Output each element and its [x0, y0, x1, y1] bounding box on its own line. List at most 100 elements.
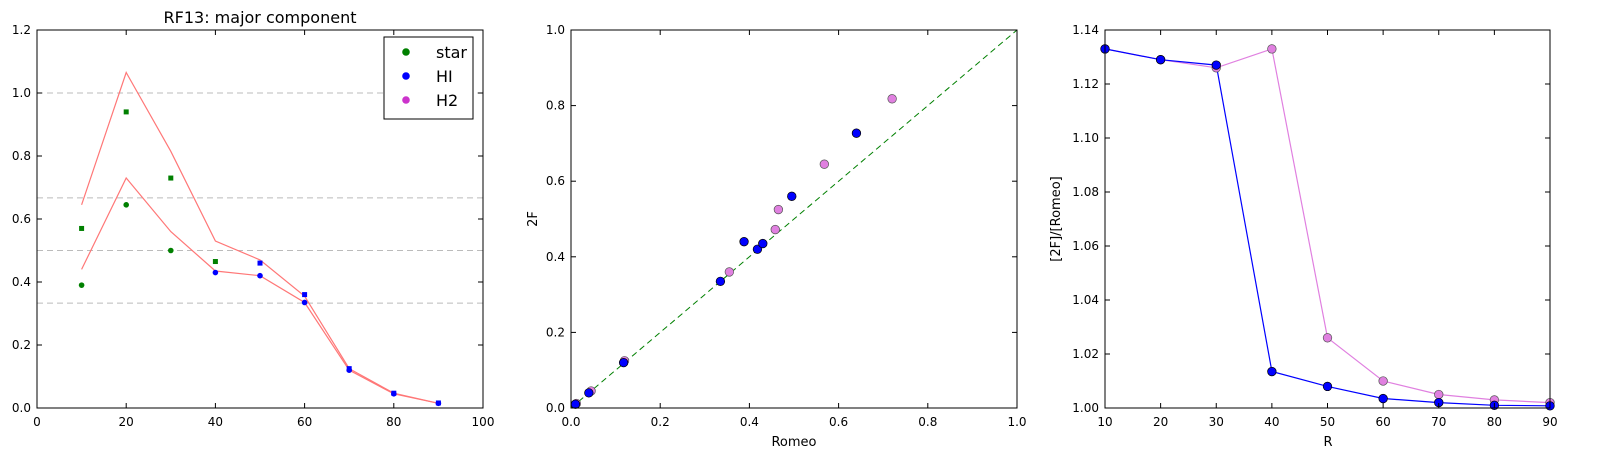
y-tick-label: 0.8	[546, 99, 565, 113]
legend-box	[383, 36, 474, 120]
x-tick-label: 1.0	[1007, 415, 1026, 429]
y-tick-label: 1.08	[1072, 185, 1099, 199]
data-point-h2	[1434, 389, 1444, 400]
data-point-star-circle	[168, 247, 174, 254]
data-point-star-square	[212, 259, 218, 265]
panel-ratio-vs-r: R [2F]/[Romeo] 10 20 30 40 50 60 70 80 90 1.00 1.0…	[1049, 23, 1558, 450]
y-tick-label: 0.2	[12, 338, 31, 352]
x-tick-label: 70	[1431, 415, 1446, 429]
y-axis-label-panel3: [2F]/[Romeo]	[1049, 176, 1064, 261]
chart-title-panel1: RF13: major component	[164, 8, 357, 27]
data-point-hi-square	[391, 390, 397, 396]
data-point-h2	[887, 94, 897, 104]
data-point-h2	[724, 267, 734, 277]
x-axis-label-panel2: Romeo	[771, 435, 816, 450]
data-point-h2	[1378, 376, 1388, 386]
legend-marker-star	[402, 48, 410, 56]
data-point-hi	[851, 128, 862, 138]
data-point-hi	[1267, 366, 1277, 377]
x-tick-label: 0.4	[740, 415, 759, 429]
data-point-hi	[570, 399, 581, 409]
x-tick-label: 10	[1097, 415, 1112, 429]
y-tick-label: 1.04	[1072, 293, 1099, 307]
x-tick-label: 30	[1209, 415, 1224, 429]
legend-marker-h2	[402, 96, 410, 104]
data-point-h2	[1267, 44, 1277, 54]
y-tick-label: 0.6	[546, 174, 565, 188]
x-axis-label-panel3: R	[1323, 435, 1332, 450]
x-tick-label: 100	[472, 415, 495, 429]
data-point-hi	[752, 244, 763, 254]
y-tick-label: 1.2	[12, 23, 31, 37]
legend-label-h2: H2	[436, 91, 458, 110]
x-tick-label: 40	[208, 415, 223, 429]
y-tick-label: 0.4	[12, 275, 31, 289]
data-point-star-square	[79, 225, 85, 231]
data-point-hi-square	[435, 400, 441, 406]
band-line	[81, 71, 439, 404]
identity-line	[570, 29, 1018, 409]
data-point-star-square	[168, 175, 174, 181]
y-tick-label: 1.02	[1072, 347, 1099, 361]
plot-frame	[1104, 29, 1551, 409]
y-tick-label: 1.12	[1072, 77, 1099, 91]
data-point-hi-square	[302, 292, 308, 298]
legend: star HI H2	[383, 36, 474, 120]
data-point-hi	[1378, 393, 1388, 404]
data-point-hi-square	[346, 366, 352, 372]
y-tick-label: 0.0	[546, 401, 565, 415]
panel-rf13-major-component: RF13: major component 0 20 40 60 80 100 0.0 0.2…	[12, 8, 495, 429]
x-tick-label: 0.2	[651, 415, 670, 429]
data-point-hi	[1211, 60, 1221, 70]
y-tick-label: 0.8	[12, 149, 31, 163]
y-tick-label: 1.14	[1072, 23, 1099, 37]
x-tick-label: 0	[33, 415, 41, 429]
data-point-star-circle	[78, 282, 85, 288]
x-tick-label: 20	[1153, 415, 1168, 429]
x-tick-label: 40	[1264, 415, 1279, 429]
band-line	[81, 176, 439, 404]
x-tick-label: 20	[119, 415, 134, 429]
data-point-hi-square	[257, 260, 263, 266]
series-line-hi	[1104, 48, 1551, 407]
y-tick-label: 1.10	[1072, 131, 1099, 145]
x-tick-label: 0.6	[829, 415, 848, 429]
x-tick-label: 60	[297, 415, 312, 429]
y-tick-label: 0.0	[12, 401, 31, 415]
data-point-hi	[584, 388, 594, 398]
data-point-h2	[773, 204, 784, 215]
y-axis-label-panel2: 2F	[526, 211, 541, 227]
x-tick-label: 80	[1487, 415, 1502, 429]
x-tick-label: 50	[1320, 415, 1335, 429]
data-point-hi-circle	[301, 299, 308, 306]
data-point-hi	[787, 191, 797, 201]
data-point-hi	[618, 357, 629, 368]
y-tick-label: 0.4	[546, 250, 565, 264]
plot-frame	[570, 29, 1018, 409]
data-point-h2	[1322, 333, 1333, 343]
data-point-h2	[819, 159, 829, 169]
data-point-hi	[739, 237, 749, 247]
x-tick-label: 80	[386, 415, 401, 429]
data-point-hi	[758, 238, 768, 249]
legend-label-hi: HI	[436, 67, 453, 86]
legend-marker-hi	[402, 72, 410, 80]
data-point-hi	[1322, 381, 1333, 392]
y-tick-label: 0.6	[12, 212, 31, 226]
x-tick-label: 90	[1542, 415, 1557, 429]
panel-2f-vs-romeo: Romeo 2F 0.0 0.2 0.4 0.6 0.8 1.0 0.0 0.2 0.4 0.6 0…	[526, 23, 1027, 450]
y-tick-label: 1.0	[12, 86, 31, 100]
y-tick-label: 0.2	[546, 325, 565, 339]
legend-label-star: star	[436, 43, 467, 62]
data-point-hi-circle	[257, 272, 263, 279]
series-line-h2	[1104, 48, 1551, 404]
y-tick-label: 1.06	[1072, 239, 1099, 253]
data-point-hi	[715, 276, 726, 287]
data-point-hi	[1155, 55, 1166, 65]
x-tick-label: 60	[1375, 415, 1390, 429]
y-tick-label: 1.0	[546, 23, 565, 37]
x-tick-label: 0.0	[561, 415, 580, 429]
data-point-h2	[770, 224, 780, 235]
data-point-star-circle	[123, 202, 129, 208]
